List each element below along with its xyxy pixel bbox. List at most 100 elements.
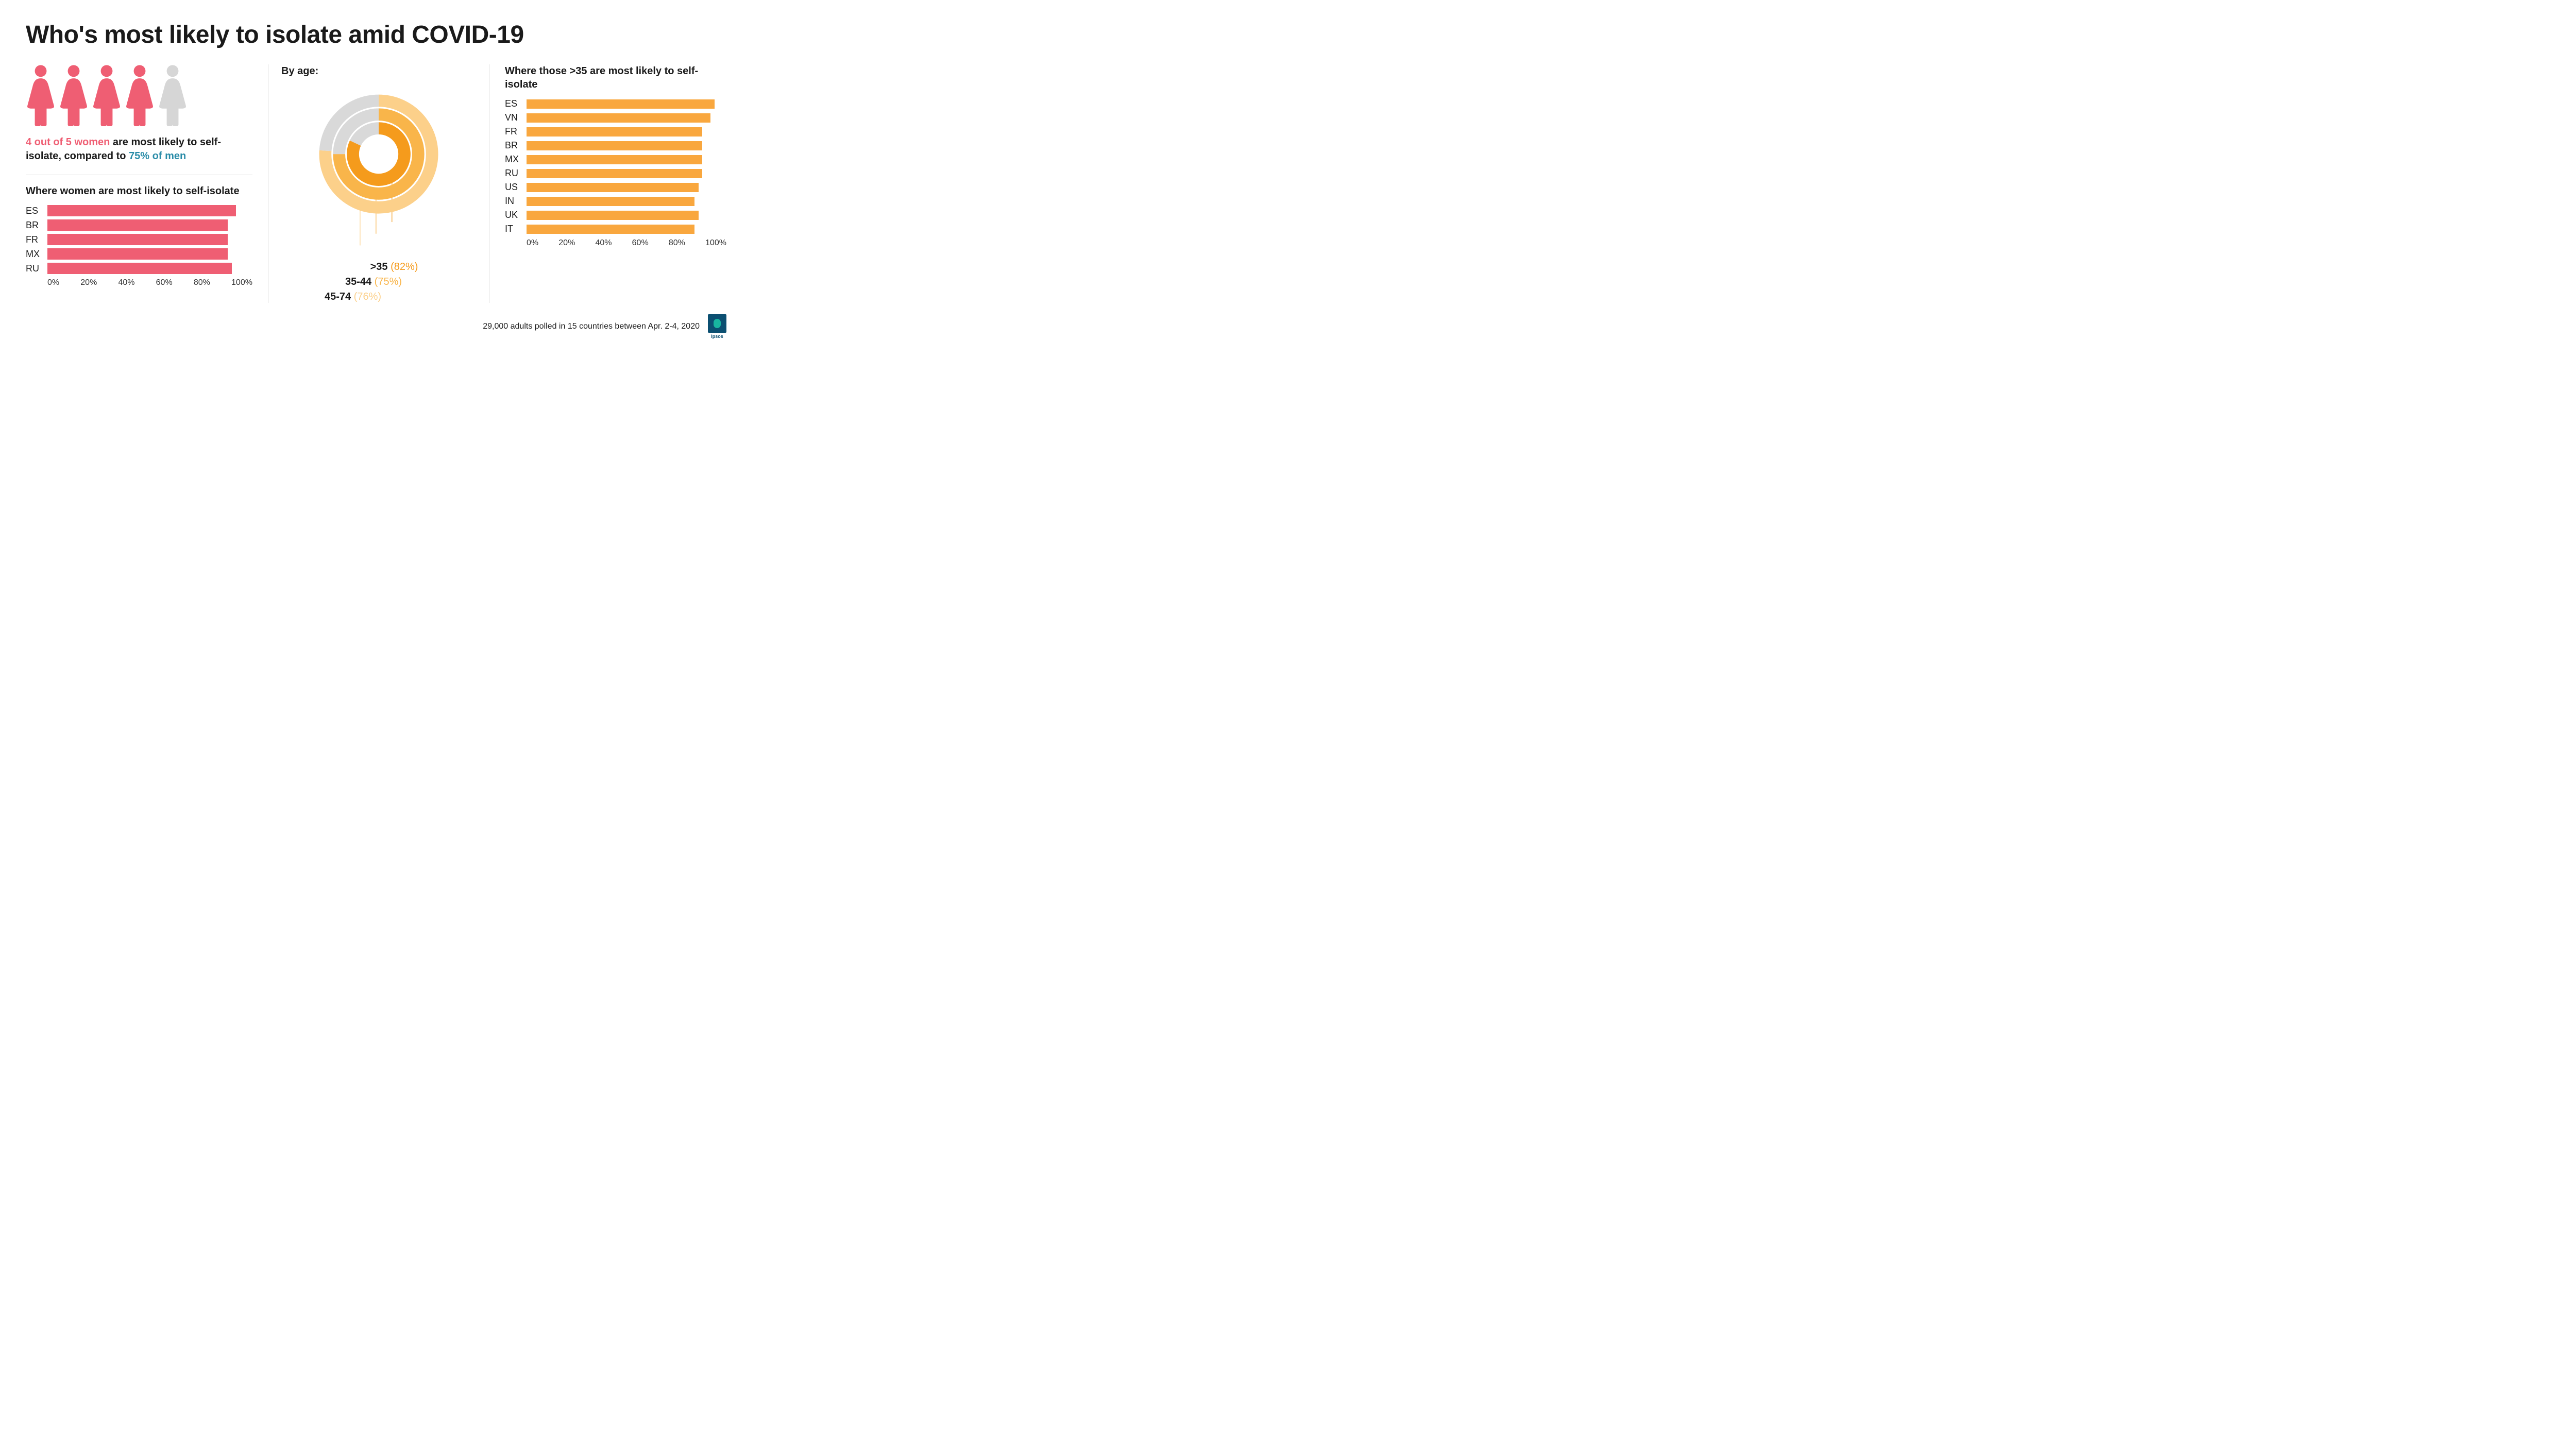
women-icon-row bbox=[26, 64, 252, 126]
bar-label: BR bbox=[505, 140, 527, 151]
bar-row: RU bbox=[505, 168, 726, 179]
donut-legend-item: >35 (82%) bbox=[370, 261, 418, 273]
bar-label: US bbox=[505, 182, 527, 193]
bar-label: FR bbox=[505, 126, 527, 137]
legend-pct: (82%) bbox=[391, 261, 418, 272]
bar-fill bbox=[527, 225, 694, 234]
donut-wrap: >35 (82%) 35-44 (75%) 45-74 (76%) bbox=[281, 85, 476, 303]
bar-track bbox=[527, 113, 726, 123]
age-donut-chart bbox=[294, 85, 464, 255]
bar-label: FR bbox=[26, 234, 47, 245]
bar-track bbox=[527, 197, 726, 206]
axis-tick: 80% bbox=[194, 278, 210, 287]
bar-row: US bbox=[505, 182, 726, 193]
bar-track bbox=[527, 99, 726, 109]
bar-fill bbox=[527, 99, 715, 109]
logo: Ipsos bbox=[708, 314, 726, 339]
axis-tick: 40% bbox=[118, 278, 134, 287]
woman-icon bbox=[125, 64, 155, 126]
logo-box bbox=[708, 314, 726, 333]
bar-row: FR bbox=[505, 126, 726, 137]
legend-pct: (76%) bbox=[354, 291, 381, 302]
bar-track bbox=[527, 183, 726, 192]
bar-label: VN bbox=[505, 112, 527, 123]
bar-label: MX bbox=[505, 154, 527, 165]
donut-legend-item: 35-44 (75%) bbox=[329, 276, 418, 288]
bar-fill bbox=[47, 234, 228, 245]
axis-tick: 20% bbox=[80, 278, 97, 287]
women-panel: 4 out of 5 women are most likely to self… bbox=[26, 64, 268, 303]
axis-tick: 100% bbox=[231, 278, 252, 287]
bar-track bbox=[527, 211, 726, 220]
logo-mark bbox=[714, 319, 721, 328]
bar-track bbox=[527, 169, 726, 178]
bar-track bbox=[47, 248, 252, 260]
bar-row: UK bbox=[505, 210, 726, 220]
bar-label: UK bbox=[505, 210, 527, 220]
age-panel: By age: >35 (82%) 35-44 (75%) 45-74 (76%) bbox=[268, 64, 489, 303]
bar-track bbox=[47, 263, 252, 274]
bar-label: MX bbox=[26, 249, 47, 260]
bar-fill bbox=[47, 219, 228, 231]
bar-track bbox=[47, 219, 252, 231]
donut-legend: >35 (82%)35-44 (75%)45-74 (76%) bbox=[340, 258, 418, 303]
over35-panel: Where those >35 are most likely to self-… bbox=[489, 64, 726, 303]
bar-label: IT bbox=[505, 224, 527, 234]
over35-x-axis: 0%20%40%60%80%100% bbox=[527, 238, 726, 248]
bar-track bbox=[47, 205, 252, 216]
bar-fill bbox=[527, 169, 702, 178]
bar-track bbox=[527, 141, 726, 150]
bar-row: BR bbox=[505, 140, 726, 151]
axis-tick: 60% bbox=[632, 238, 649, 248]
bar-row: BR bbox=[26, 219, 252, 231]
bar-row: ES bbox=[26, 205, 252, 216]
bar-row: MX bbox=[505, 154, 726, 165]
axis-tick: 0% bbox=[527, 238, 538, 248]
bar-fill bbox=[527, 127, 702, 137]
bar-label: RU bbox=[505, 168, 527, 179]
woman-icon bbox=[59, 64, 89, 126]
footer-text: 29,000 adults polled in 15 countries bet… bbox=[483, 322, 700, 331]
donut-legend-item: 45-74 (76%) bbox=[288, 291, 418, 303]
axis-tick: 80% bbox=[669, 238, 685, 248]
page-title: Who's most likely to isolate amid COVID-… bbox=[26, 21, 726, 49]
logo-label: Ipsos bbox=[708, 334, 726, 339]
bar-label: ES bbox=[505, 98, 527, 109]
axis-tick: 100% bbox=[705, 238, 726, 248]
bar-row: VN bbox=[505, 112, 726, 123]
axis-tick: 60% bbox=[156, 278, 173, 287]
bar-label: BR bbox=[26, 220, 47, 231]
bar-fill bbox=[47, 205, 236, 216]
bar-label: RU bbox=[26, 263, 47, 274]
bar-fill bbox=[527, 211, 699, 220]
over35-bar-chart: ES VN FR BR MX RU US IN UK IT bbox=[505, 98, 726, 234]
woman-icon bbox=[26, 64, 56, 126]
over35-title: Where those >35 are most likely to self-… bbox=[505, 64, 726, 91]
footer: 29,000 adults polled in 15 countries bet… bbox=[26, 314, 726, 339]
bar-row: FR bbox=[26, 234, 252, 245]
bar-row: IT bbox=[505, 224, 726, 234]
woman-icon bbox=[92, 64, 122, 126]
bar-label: ES bbox=[26, 206, 47, 216]
legend-label: 45-74 bbox=[325, 291, 354, 302]
women-bar-title: Where women are most likely to self-isol… bbox=[26, 184, 252, 198]
bar-fill bbox=[527, 141, 702, 150]
bar-fill bbox=[527, 155, 702, 164]
woman-icon bbox=[158, 64, 188, 126]
bar-row: ES bbox=[505, 98, 726, 109]
axis-tick: 20% bbox=[558, 238, 575, 248]
women-ratio: 4 out of 5 women bbox=[26, 137, 110, 148]
bar-fill bbox=[527, 197, 694, 206]
bar-row: IN bbox=[505, 196, 726, 207]
bar-row: MX bbox=[26, 248, 252, 260]
bar-track bbox=[527, 155, 726, 164]
women-x-axis: 0%20%40%60%80%100% bbox=[47, 278, 252, 287]
women-bar-chart: ES BR FR MX RU bbox=[26, 205, 252, 274]
legend-pct: (75%) bbox=[375, 276, 402, 287]
age-title: By age: bbox=[281, 64, 476, 78]
panels-container: 4 out of 5 women are most likely to self… bbox=[26, 64, 726, 303]
over35-axis-area: 0%20%40%60%80%100% bbox=[527, 238, 726, 248]
bar-fill bbox=[47, 263, 232, 274]
women-summary-text: 4 out of 5 women are most likely to self… bbox=[26, 135, 252, 163]
bar-fill bbox=[527, 113, 710, 123]
